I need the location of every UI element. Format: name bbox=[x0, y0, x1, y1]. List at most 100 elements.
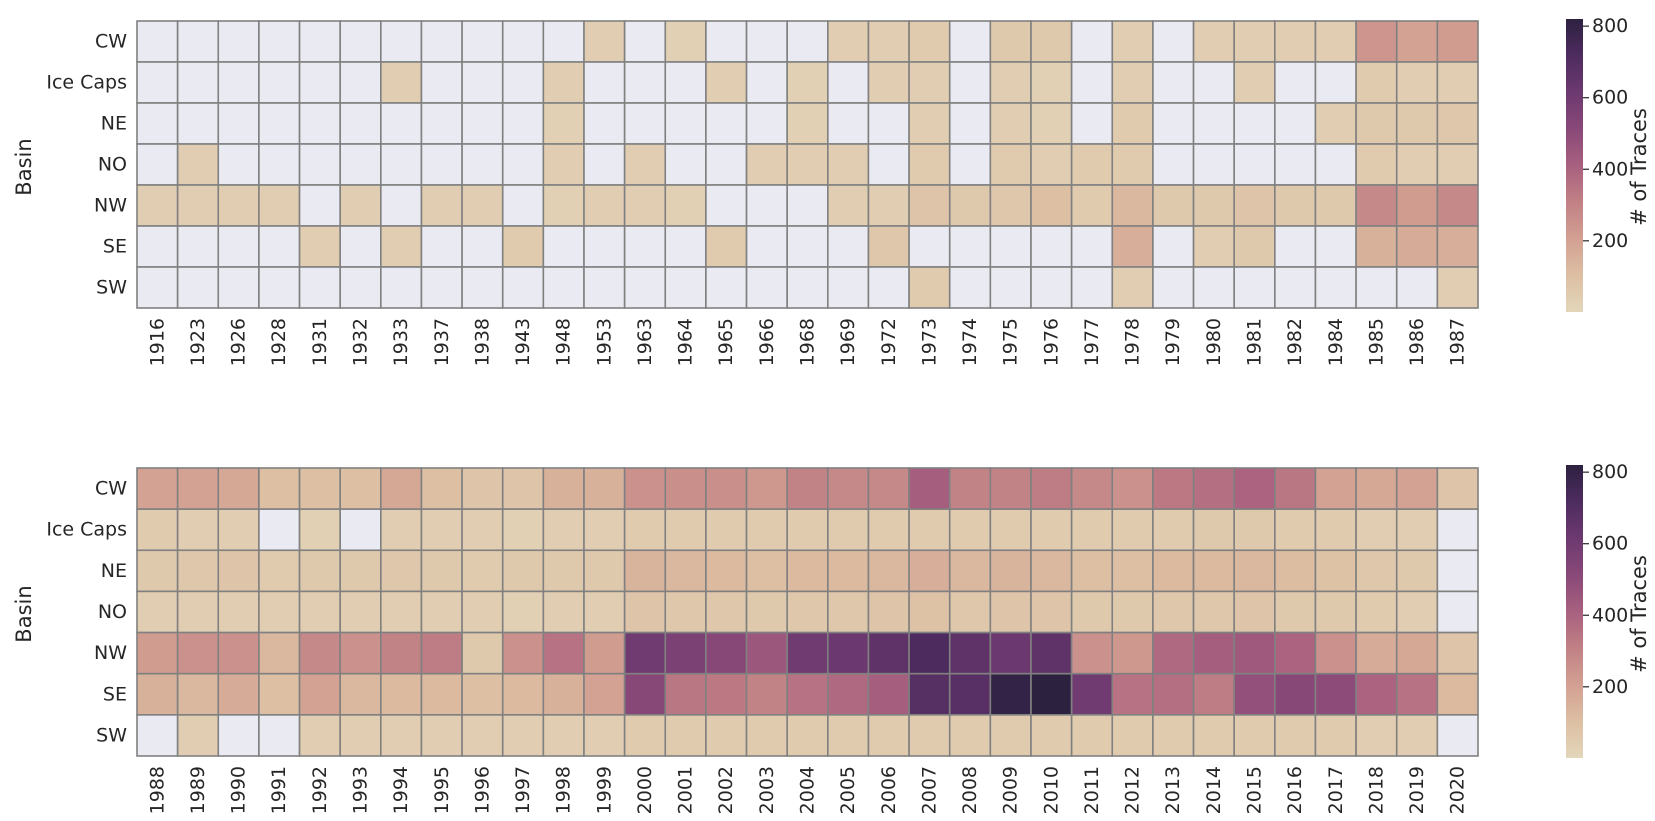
heatmap-cell-ice-caps-2002 bbox=[705, 508, 748, 552]
column-label: 1963 bbox=[634, 318, 656, 366]
column-label: 1933 bbox=[390, 318, 412, 366]
heatmap-cell-no-1981 bbox=[1233, 143, 1276, 186]
row-label: NE bbox=[101, 560, 127, 582]
column-label: 1976 bbox=[1040, 318, 1062, 366]
heatmap-cell-nw-2009 bbox=[989, 631, 1032, 675]
heatmap-cell-nw-1994 bbox=[380, 631, 423, 675]
column-label: 1974 bbox=[959, 318, 981, 366]
row-labels-1: CW Ice Caps NE NO NW SE SW bbox=[46, 31, 127, 299]
heatmap-cell-ice-caps-1980 bbox=[1192, 61, 1235, 104]
heatmap-cell-nw-1998 bbox=[542, 631, 585, 675]
heatmap-cell-se-1995 bbox=[420, 672, 463, 716]
heatmap-cell-cw-1987 bbox=[1436, 20, 1479, 63]
heatmap-cell-se-2006 bbox=[867, 672, 910, 716]
heatmap-cell-sw-1968 bbox=[786, 266, 829, 309]
heatmap-cell-nw-1966 bbox=[745, 184, 788, 227]
heatmap-cell-no-2012 bbox=[1111, 590, 1154, 634]
heatmap-cell-sw-1969 bbox=[827, 266, 870, 309]
heatmap-cell-se-1932 bbox=[339, 225, 382, 268]
heatmap-cell-ice-caps-1953 bbox=[583, 61, 626, 104]
heatmap-cell-no-1977 bbox=[1070, 143, 1114, 186]
heatmap-cell-se-2008 bbox=[948, 672, 992, 716]
heatmap-cell-no-2000 bbox=[623, 590, 667, 634]
heatmap-cell-ice-caps-1973 bbox=[908, 61, 951, 104]
column-label: 1937 bbox=[431, 318, 453, 366]
colorbar-1: 200 400 600 800 # of Traces bbox=[1566, 15, 1651, 312]
heatmap-cell-se-1953 bbox=[583, 225, 626, 268]
heatmap-cell-nw-2000 bbox=[623, 631, 667, 675]
heatmap-cell-nw-2011 bbox=[1070, 631, 1114, 675]
heatmap-cell-se-1937 bbox=[420, 225, 463, 268]
heatmap-cell-ne-1992 bbox=[298, 549, 341, 593]
heatmap-cell-ice-caps-2005 bbox=[827, 508, 870, 552]
heatmap-cell-no-1986 bbox=[1395, 143, 1439, 186]
heatmap-cell-ne-2010 bbox=[1030, 549, 1073, 593]
heatmap-cell-ice-caps-1931 bbox=[298, 61, 341, 104]
heatmap-cell-no-1928 bbox=[258, 143, 301, 186]
heatmap-cell-no-2010 bbox=[1030, 590, 1073, 634]
column-label: 2015 bbox=[1244, 766, 1266, 814]
heatmap-cell-sw-2013 bbox=[1152, 714, 1195, 757]
heatmap-cell-cw-1931 bbox=[298, 20, 341, 63]
column-label: 1993 bbox=[350, 766, 372, 814]
heatmap-cell-ice-caps-1984 bbox=[1314, 61, 1357, 104]
heatmap-cell-cw-2005 bbox=[827, 467, 870, 510]
heatmap-cell-nw-1990 bbox=[217, 631, 260, 675]
heatmap-cell-cw-2001 bbox=[664, 467, 707, 510]
heatmap-cell-ne-1916 bbox=[136, 102, 179, 145]
heatmap-cell-sw-1986 bbox=[1395, 266, 1439, 309]
colorbar-tick-label: 400 bbox=[1592, 604, 1628, 626]
heatmap-cell-ne-1986 bbox=[1395, 102, 1439, 145]
heatmap-cell-no-1938 bbox=[461, 143, 504, 186]
heatmap-cell-ne-1984 bbox=[1314, 102, 1357, 145]
heatmap-cell-nw-1996 bbox=[461, 631, 504, 675]
heatmap-cell-se-1972 bbox=[867, 225, 910, 268]
heatmap-cell-se-1996 bbox=[461, 672, 504, 716]
heatmap-cell-no-2017 bbox=[1314, 590, 1357, 634]
heatmap-cell-ice-caps-1979 bbox=[1152, 61, 1195, 104]
heatmap-cell-ne-2005 bbox=[827, 549, 870, 593]
heatmap-cell-sw-2004 bbox=[786, 714, 829, 757]
heatmap-cell-nw-1932 bbox=[339, 184, 382, 227]
heatmap-cell-sw-1993 bbox=[339, 714, 382, 757]
heatmap-cell-sw-1923 bbox=[176, 266, 220, 309]
heatmap-cell-se-2011 bbox=[1070, 672, 1114, 716]
heatmap-cell-cw-1994 bbox=[380, 467, 423, 510]
heatmap-cell-ice-caps-1926 bbox=[217, 61, 260, 104]
heatmap-cell-no-2004 bbox=[786, 590, 829, 634]
heatmap-cell-ne-2002 bbox=[705, 549, 748, 593]
heatmap-cell-cw-1923 bbox=[176, 20, 220, 63]
row-label: SE bbox=[103, 236, 127, 258]
heatmap-cell-sw-2020 bbox=[1436, 714, 1479, 757]
heatmap-cell-se-2003 bbox=[745, 672, 788, 716]
column-label: 2018 bbox=[1365, 766, 1387, 814]
column-label: 1969 bbox=[837, 318, 859, 366]
column-label: 1980 bbox=[1203, 318, 1225, 366]
heatmap-cell-se-1991 bbox=[258, 672, 301, 716]
heatmap-cell-ice-caps-1948 bbox=[542, 61, 585, 104]
heatmap-cell-nw-1964 bbox=[664, 184, 707, 227]
heatmap-cell-sw-1966 bbox=[745, 266, 788, 309]
heatmap-cell-cw-1953 bbox=[583, 20, 626, 63]
heatmap-cell-se-1916 bbox=[136, 225, 179, 268]
heatmap-cell-sw-1932 bbox=[339, 266, 382, 309]
heatmap-cell-ice-caps-1987 bbox=[1436, 61, 1479, 104]
heatmap-cell-ice-caps-1966 bbox=[745, 61, 788, 104]
heatmap-cell-nw-1977 bbox=[1070, 184, 1114, 227]
heatmap-cell-sw-1938 bbox=[461, 266, 504, 309]
heatmap-cell-se-1986 bbox=[1395, 225, 1439, 268]
heatmap-cell-ice-caps-2016 bbox=[1274, 508, 1317, 552]
heatmap-cell-ne-1923 bbox=[176, 102, 220, 145]
heatmap-cell-no-1963 bbox=[623, 143, 667, 186]
heatmap-cell-nw-1943 bbox=[501, 184, 545, 227]
row-label: SE bbox=[103, 683, 127, 705]
heatmap-cell-cw-2018 bbox=[1355, 467, 1398, 510]
colorbar-ticks-1: 200 400 600 800 bbox=[1583, 15, 1628, 252]
heatmap-cell-ne-1990 bbox=[217, 549, 260, 593]
colorbar-tick-label: 800 bbox=[1592, 461, 1628, 483]
heatmap-cell-ice-caps-2000 bbox=[623, 508, 667, 552]
heatmap-cell-ne-2007 bbox=[908, 549, 951, 593]
heatmap-cell-cw-1948 bbox=[542, 20, 585, 63]
heatmap-cell-se-2020 bbox=[1436, 672, 1479, 716]
heatmap-cell-nw-2010 bbox=[1030, 631, 1073, 675]
